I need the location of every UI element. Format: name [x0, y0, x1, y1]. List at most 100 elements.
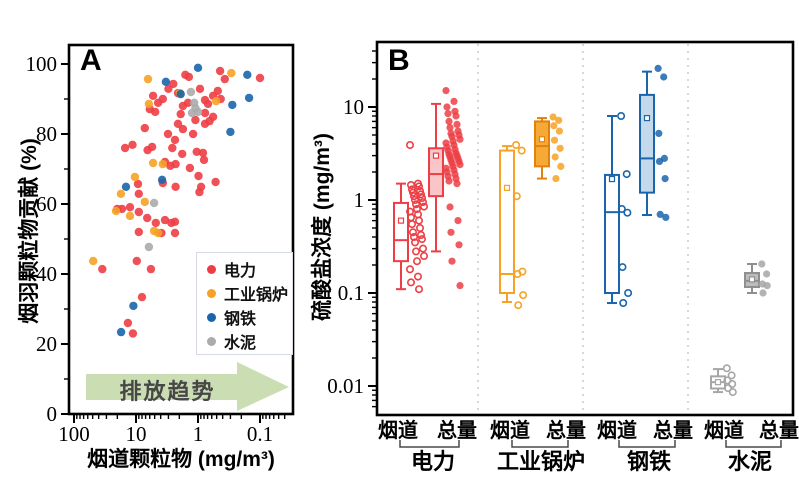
scatter-point-电力: [173, 119, 183, 128]
scatter-point-电力: [168, 143, 177, 153]
scatter-point-电力: [120, 143, 130, 153]
scatter-point-电力: [134, 207, 143, 217]
scatter-point-电力-烟道: [417, 194, 426, 203]
group-bracket: [399, 440, 460, 448]
scatter-point-工业锅炉-烟道: [512, 192, 521, 201]
scatter-point-工业锅炉-总量: [555, 127, 564, 135]
panel-a-y-axis-title: 烟羽颗粒物贡献 (%): [18, 138, 41, 324]
panel-a-frame: [67, 43, 295, 416]
mean-marker: [714, 379, 722, 386]
scatter-point-钢铁-烟道: [622, 170, 631, 179]
scatter-point-电力: [200, 108, 210, 118]
scatter-point-电力-总量: [455, 241, 463, 249]
scatter-point-电力-烟道: [415, 224, 424, 233]
scatter-point-水泥-烟道: [727, 371, 736, 380]
scatter-point-钢铁-总量: [655, 157, 664, 165]
scatter-point-钢铁-烟道: [617, 112, 626, 121]
scatter-point-钢铁: [244, 93, 254, 103]
scatter-point-电力: [143, 213, 152, 223]
subgroup-label-烟道: 烟道: [490, 418, 530, 442]
scatter-point-水泥: [187, 108, 197, 118]
scatter-point-电力: [163, 129, 173, 139]
scatter-point-电力-烟道: [410, 238, 419, 247]
scatter-point-电力-总量: [442, 87, 450, 95]
subgroup-label-总量: 总量: [759, 418, 799, 442]
panel-a-y-tick-label: 0: [47, 402, 58, 426]
scatter-point-电力: [170, 228, 180, 238]
subgroup-label-总量: 总量: [546, 418, 586, 442]
scatter-point-钢铁-烟道: [618, 263, 627, 272]
panel-a-x-tick-label: 0.1: [247, 422, 273, 446]
legend-item-cement: 水泥: [207, 329, 292, 353]
scatter-point-电力: [178, 101, 188, 111]
group-bracket: [618, 440, 676, 448]
legend-item-steel: 钢铁: [207, 305, 292, 329]
scatter-point-电力: [198, 148, 208, 158]
scatter-point-水泥-总量: [763, 282, 771, 290]
industrial-boiler-dot-icon: [207, 288, 216, 298]
scatter-point-电力: [211, 177, 220, 187]
group-bracket: [725, 440, 782, 448]
panel-a-y-tick-label: 80: [36, 122, 57, 146]
scatter-point-钢铁-总量: [656, 210, 664, 218]
scatter-point-电力: [153, 98, 163, 108]
box-工业锅炉-烟道: [499, 149, 515, 294]
panel-b-y-tick-label: 1: [354, 188, 365, 212]
mean-marker: [503, 184, 511, 191]
scatter-point-电力: [195, 84, 205, 94]
panel-a-label: A: [80, 44, 102, 77]
scatter-point-电力: [220, 74, 229, 84]
scatter-point-电力: [128, 140, 137, 149]
power-dot-icon: [207, 264, 216, 274]
scatter-point-电力-烟道: [412, 257, 421, 266]
scatter-point-电力: [140, 123, 149, 133]
scatter-point-钢铁: [116, 327, 126, 337]
mean-marker: [748, 276, 756, 283]
scatter-point-电力: [178, 149, 187, 159]
scatter-point-钢铁: [129, 301, 138, 311]
scatter-point-电力: [164, 84, 173, 94]
scatter-point-工业锅炉-烟道: [514, 301, 523, 310]
scatter-point-电力: [170, 217, 180, 226]
scatter-point-工业锅炉: [111, 206, 121, 216]
scatter-point-电力: [148, 91, 158, 101]
scatter-point-电力-总量: [446, 203, 454, 211]
scatter-point-电力-烟道: [418, 244, 427, 253]
scatter-point-水泥-总量: [758, 260, 766, 268]
scatter-point-工业锅炉: [153, 228, 163, 238]
scatter-point-电力-总量: [446, 124, 454, 132]
scatter-point-电力-烟道: [414, 182, 423, 191]
scatter-point-工业锅炉-总量: [555, 116, 563, 124]
scatter-point-电力: [128, 329, 138, 338]
scatter-point-电力: [184, 72, 194, 82]
scatter-point-钢铁: [157, 175, 167, 184]
group-bracket: [511, 440, 569, 448]
scatter-point-电力-总量: [456, 161, 464, 169]
scatter-point-电力: [191, 115, 200, 125]
box-钢铁-烟道: [604, 173, 620, 295]
mean-marker: [643, 114, 651, 122]
panel-b-frame: [375, 40, 795, 417]
scatter-point-电力: [137, 292, 147, 302]
subgroup-label-烟道: 烟道: [704, 418, 744, 442]
scatter-point-电力: [160, 215, 170, 225]
scatter-point-电力-烟道: [413, 272, 422, 281]
group-label-电力: 电力: [411, 449, 455, 474]
scatter-point-电力-总量: [453, 120, 461, 128]
scatter-point-钢铁: [228, 100, 237, 110]
panel-a-x-tick-label: 100: [58, 422, 90, 446]
box-电力-总量: [428, 147, 444, 198]
panel-b-y-tick-label: 0.1: [338, 281, 364, 305]
scatter-point-电力-烟道: [409, 233, 418, 242]
scatter-point-工业锅炉-总量: [557, 162, 565, 170]
scatter-point-电力: [134, 189, 143, 198]
scatter-point-工业锅炉: [158, 159, 167, 169]
scatter-point-水泥-烟道: [728, 388, 737, 397]
scatter-point-电力-烟道: [408, 228, 417, 237]
scatter-point-电力-总量: [456, 135, 464, 143]
scatter-point-电力: [178, 124, 188, 134]
scatter-point-电力-烟道: [405, 265, 414, 274]
legend-item-power: 电力: [207, 257, 292, 281]
scatter-point-电力-总量: [447, 228, 455, 236]
